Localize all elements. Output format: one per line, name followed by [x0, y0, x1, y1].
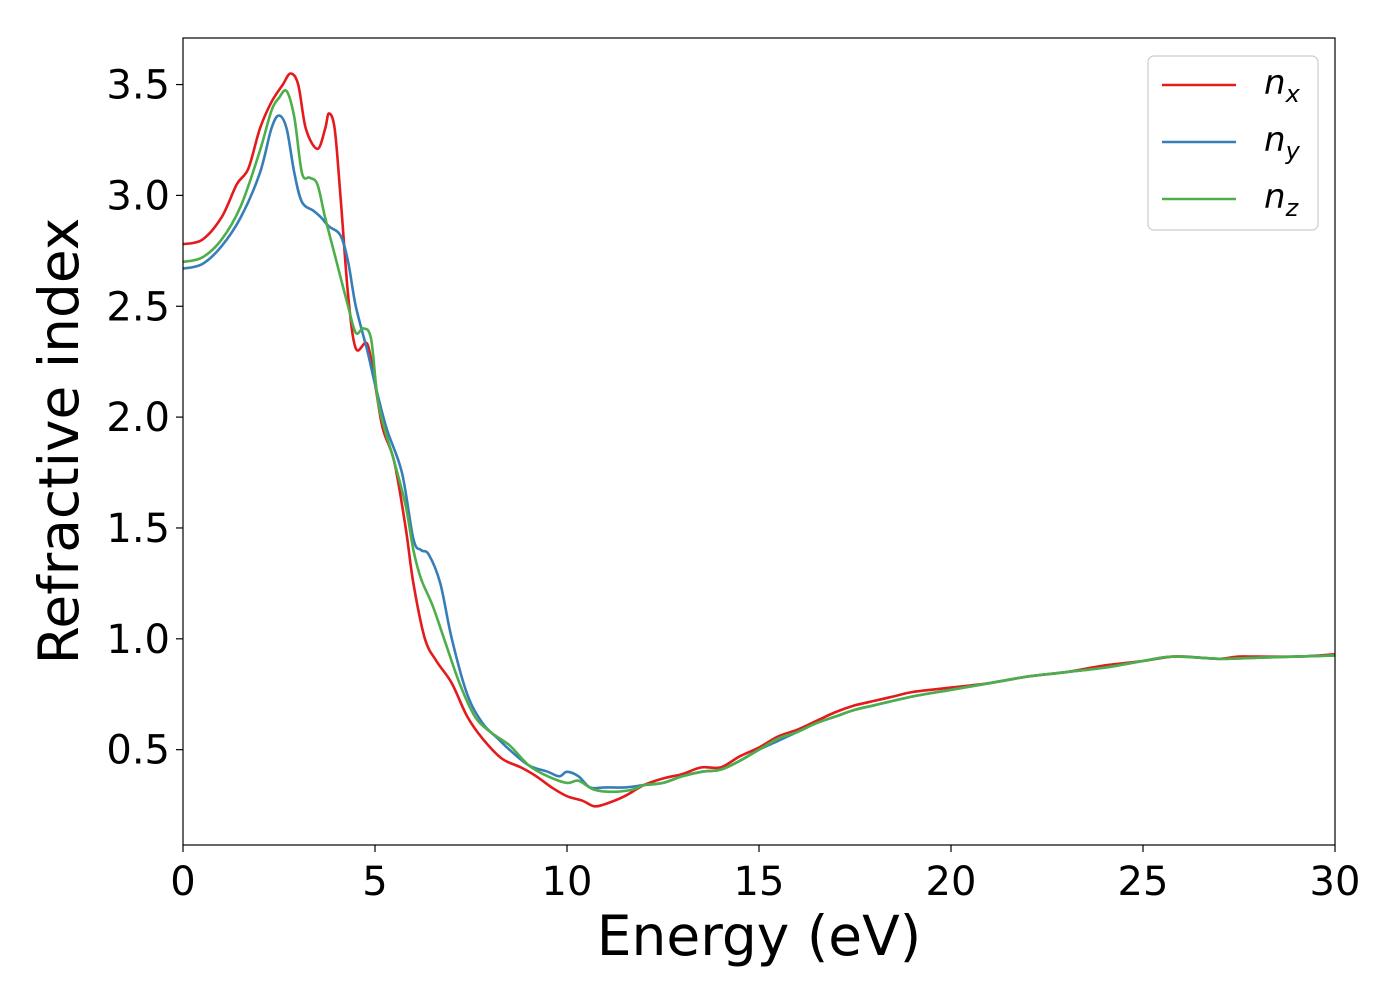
y-tick-label: 2.0 — [106, 395, 170, 441]
x-tick-label: 15 — [734, 859, 785, 905]
x-axis-title: Energy (eV) — [597, 904, 921, 968]
series-line-z — [182, 89, 1336, 794]
x-axis-ticks: 0 5 10 15 20 25 30 — [170, 845, 1360, 905]
x-tick-label: 20 — [926, 859, 977, 905]
x-tick-label: 25 — [1118, 859, 1169, 905]
y-axis-title: Refractive index — [27, 218, 91, 665]
y-tick-label: 2.5 — [106, 284, 170, 330]
x-tick-label: 10 — [542, 859, 593, 905]
series-layer — [182, 72, 1336, 808]
y-axis-ticks: 0.5 1.0 1.5 2.0 2.5 3.0 3.5 — [106, 63, 183, 774]
x-tick-label: 5 — [362, 859, 387, 905]
y-tick-label: 0.5 — [106, 728, 170, 774]
x-tick-label: 0 — [170, 859, 195, 905]
x-tick-label: 30 — [1310, 859, 1361, 905]
legend: nx ny nz — [1147, 55, 1319, 231]
legend-label-x: nx — [1264, 63, 1301, 108]
y-tick-label: 1.0 — [106, 617, 170, 663]
legend-label-y: ny — [1264, 120, 1301, 165]
y-tick-label: 3.5 — [106, 63, 170, 109]
legend-label-z: nz — [1264, 177, 1300, 222]
y-tick-label: 3.0 — [106, 173, 170, 219]
y-tick-label: 1.5 — [106, 506, 170, 552]
